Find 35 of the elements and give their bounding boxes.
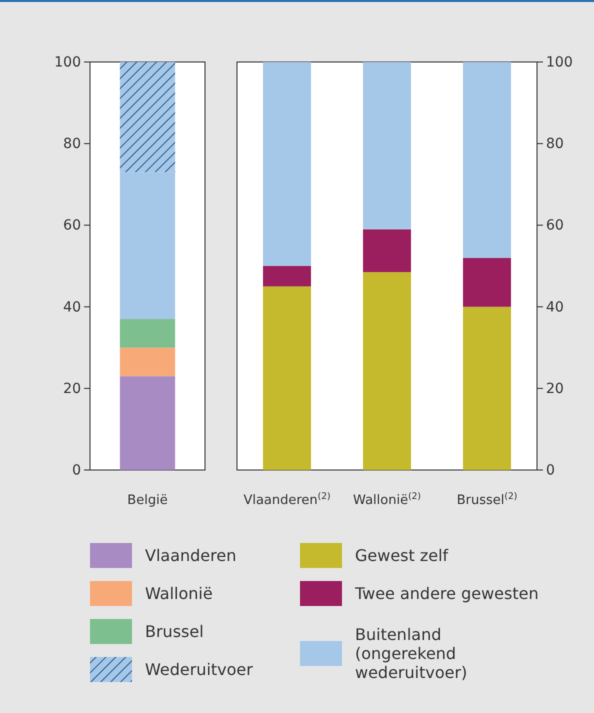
y2-tick-label: 80 — [546, 136, 564, 152]
bar — [363, 272, 411, 470]
bar — [463, 306, 511, 470]
bar — [120, 376, 176, 470]
legend-label: Buitenland (ongerekend wederuitvoer) — [355, 625, 468, 682]
y2-tick-label: 0 — [546, 462, 555, 478]
bar — [120, 319, 176, 348]
legend-label: Gewest zelf — [355, 546, 449, 565]
x-tick-label: Brussel$^{(2)}$ — [456, 492, 518, 508]
bar — [463, 62, 511, 258]
legend-label: Wederuitvoer — [145, 660, 254, 679]
y-tick-label: 80 — [63, 136, 81, 152]
y-tick-label: 60 — [63, 218, 81, 234]
legend-label: Twee andere gewesten — [354, 584, 539, 603]
y2-tick-label: 100 — [546, 54, 573, 70]
y2-tick-label: 40 — [546, 299, 564, 316]
bar — [263, 266, 311, 286]
bar — [263, 286, 311, 470]
bar — [463, 258, 511, 307]
bar — [363, 229, 411, 272]
bar — [120, 348, 176, 376]
y-tick-label: 0 — [72, 462, 81, 478]
x-tick-label: Vlaanderen$^{(2)}$ — [243, 492, 331, 508]
y-tick-label: 40 — [63, 299, 81, 316]
bar — [263, 62, 311, 266]
y2-tick-label: 60 — [546, 218, 564, 234]
x-tick-label: Wallonië$^{(2)}$ — [353, 492, 421, 508]
bar — [363, 62, 411, 230]
x-tick-label: België — [127, 493, 168, 508]
y-tick-label: 20 — [63, 380, 81, 397]
y-tick-label: 100 — [54, 54, 81, 70]
y2-tick-label: 20 — [546, 380, 564, 397]
legend-label: Wallonië — [145, 584, 213, 603]
legend-label: Vlaanderen — [145, 546, 236, 565]
legend-label: Brussel — [145, 622, 204, 641]
